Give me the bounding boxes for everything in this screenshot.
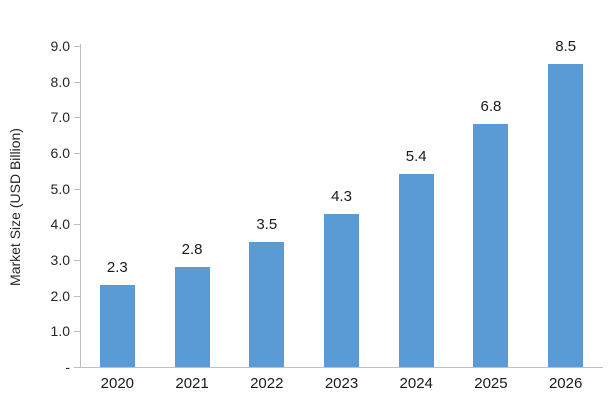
y-tick-label: 3.0 (50, 252, 70, 268)
bar (99, 284, 135, 367)
x-tick-label: 2023 (324, 375, 359, 392)
y-tick-mark (74, 117, 80, 119)
y-tick-mark (74, 188, 80, 190)
y-tick-mark (74, 46, 80, 47)
x-tick-label: 2026 (548, 375, 583, 392)
y-tick-label: 8.0 (50, 73, 70, 90)
y-tick-label: 2.0 (50, 287, 70, 304)
x-tick-label: 2020 (100, 375, 135, 392)
x-tick-label: 2025 (474, 375, 508, 392)
x-tick-label: 2024 (399, 375, 433, 392)
y-tick-label: 5.0 (50, 180, 70, 197)
bar-value-label: 3.5 (256, 216, 278, 234)
y-tick-mark (74, 224, 80, 226)
y-tick-label: 1.0 (50, 323, 70, 340)
y-axis-title: Market Size (USD Billion) (7, 128, 23, 286)
bar-value-label: 2.3 (106, 258, 128, 276)
x-axis-line (80, 367, 603, 368)
bar (174, 267, 210, 367)
bar-value-label: 4.3 (331, 187, 352, 205)
y-tick-mark (74, 295, 80, 297)
bar-value-label: 6.8 (480, 98, 502, 116)
y-tick-label: 9.0 (50, 38, 70, 54)
y-tick-mark (74, 331, 80, 333)
y-axis-line (80, 44, 81, 368)
bar (324, 213, 359, 367)
y-tick-label: 7.0 (50, 109, 70, 126)
bar-value-label: 5.4 (405, 148, 427, 166)
bar (548, 63, 584, 367)
x-tick-label: 2021 (175, 375, 209, 392)
bar (473, 124, 509, 367)
bar-value-label: 2.8 (181, 241, 203, 259)
bar (398, 174, 434, 367)
y-tick-mark (74, 367, 80, 368)
y-tick-label: 6.0 (50, 145, 70, 161)
y-tick-label: 4.0 (50, 216, 70, 233)
y-tick-mark (74, 260, 80, 261)
y-tick-mark (74, 81, 80, 83)
bar (249, 242, 285, 367)
x-tick-label: 2022 (250, 375, 284, 392)
y-tick-label: - (65, 359, 70, 375)
bar-value-label: 8.5 (555, 37, 577, 55)
y-tick-mark (74, 153, 80, 154)
